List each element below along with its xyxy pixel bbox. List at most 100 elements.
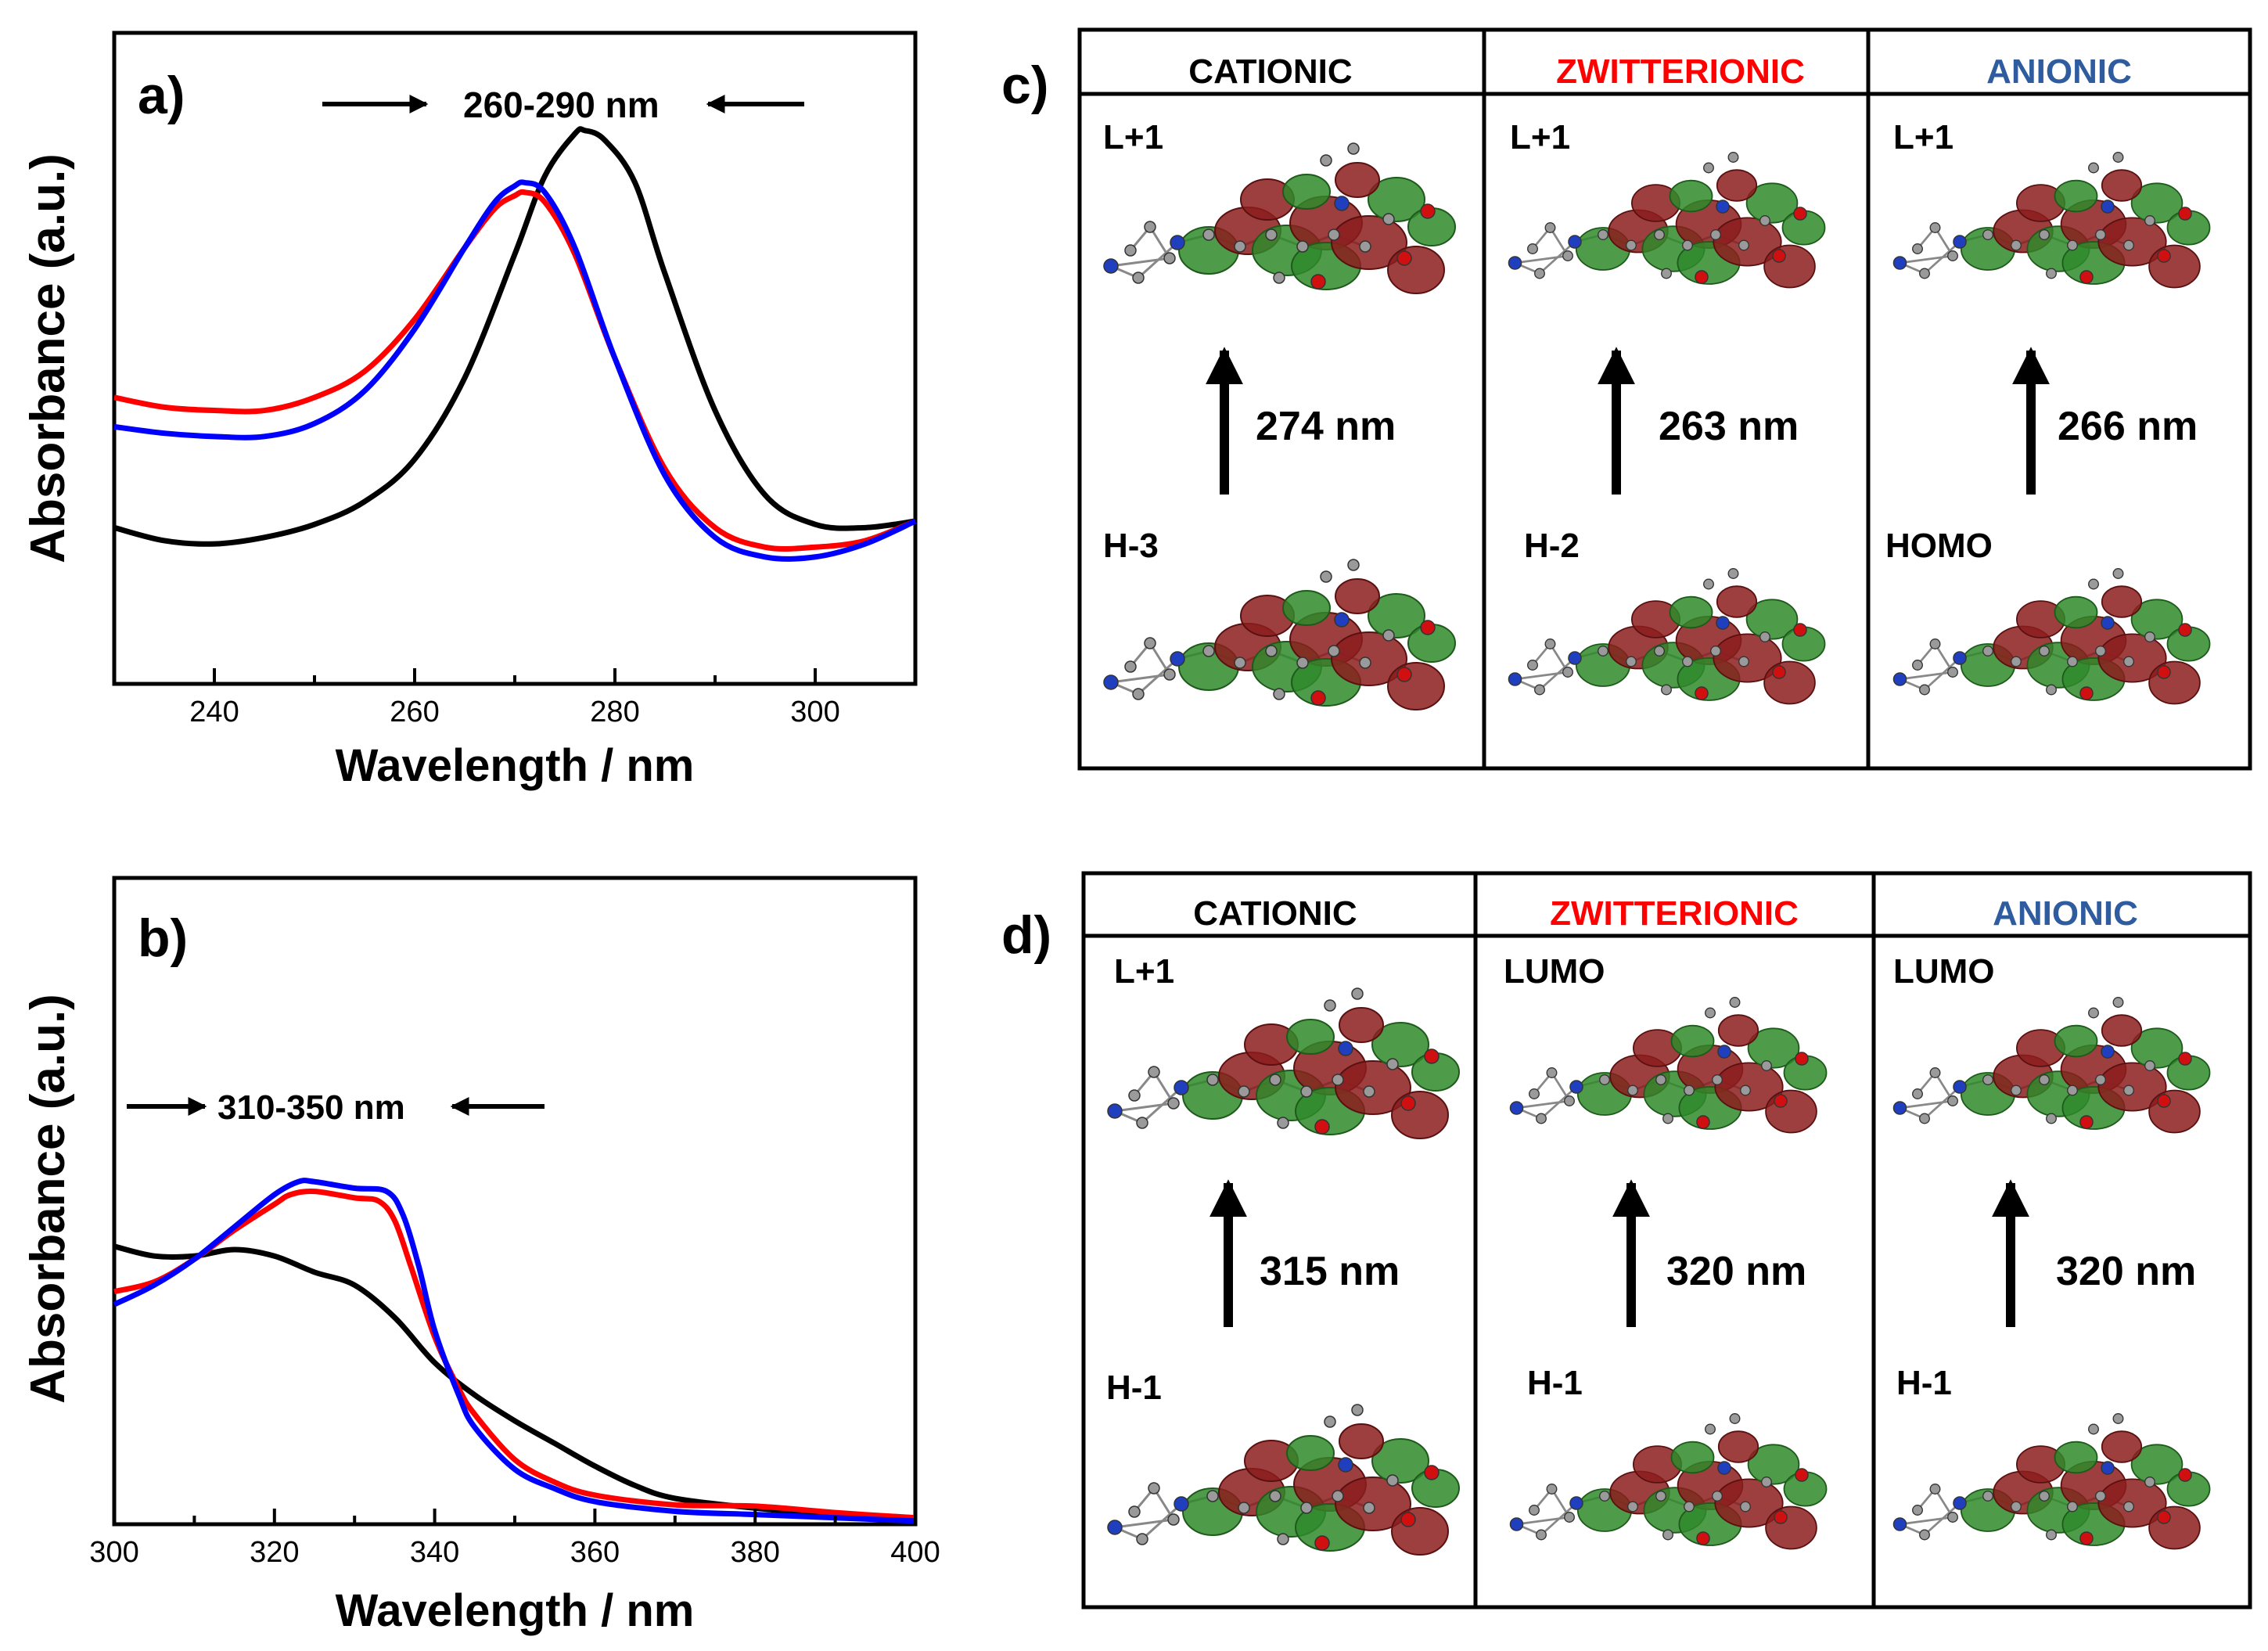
atom (1107, 1520, 1123, 1535)
atom (2144, 1060, 2155, 1071)
atom (1420, 620, 1436, 635)
atom (2095, 229, 2106, 240)
atom (2144, 215, 2155, 226)
atom (1772, 665, 1786, 679)
atom (1729, 1413, 1741, 1424)
atom (1170, 651, 1185, 667)
series-line-red (113, 1188, 916, 1521)
orbital-lobe (1368, 177, 1425, 222)
bond (1900, 1099, 1953, 1110)
atom (2157, 249, 2171, 263)
orbital-lobe (1391, 1091, 1449, 1139)
atom (1347, 142, 1360, 155)
atom (1682, 239, 1693, 251)
table-frame (1077, 27, 2252, 771)
panel-label: a) (138, 66, 185, 125)
atom (1300, 1502, 1313, 1514)
atom (1529, 1088, 1540, 1099)
atom (1953, 651, 1967, 665)
atom (1717, 1461, 1731, 1475)
atom (2178, 623, 2192, 637)
atom (1509, 1517, 1524, 1531)
atom (1793, 207, 1807, 221)
plot-frame (112, 876, 918, 1527)
transition-wavelength: 320 nm (1666, 1249, 1806, 1294)
orbital-lobe (1763, 660, 1816, 705)
atom (1727, 568, 1739, 579)
atom (1919, 1113, 1930, 1124)
atom (2144, 631, 2155, 642)
atom (2101, 1461, 2115, 1475)
atom (1599, 1491, 1610, 1502)
orbital-lobe (1765, 1505, 1817, 1550)
range-label: 310-350 nm (217, 1088, 405, 1127)
atom (1912, 1088, 1923, 1099)
orbital-lobe (1717, 1014, 1759, 1047)
atom (1562, 250, 1573, 261)
y-axis-label: Absorbance (a.u.) (21, 153, 75, 563)
x-tick-label: 280 (590, 696, 639, 728)
atom (2178, 1468, 2192, 1482)
bond (1924, 1085, 1961, 1120)
atom (2046, 1529, 2057, 1541)
atom (1534, 684, 1545, 696)
x-tick-label: 300 (89, 1536, 138, 1569)
atom (1759, 631, 1770, 642)
orbital-lobe (2101, 1014, 2143, 1047)
orbital-label: L+1 (1114, 952, 1174, 991)
bond (1900, 671, 1953, 681)
atom (1912, 660, 1923, 671)
atom (2101, 200, 2115, 214)
atom (1320, 154, 1332, 167)
atom (1144, 637, 1156, 649)
atom (1695, 686, 1709, 700)
atom (1761, 1477, 1772, 1487)
atom (1396, 667, 1412, 682)
panel-d: d) CATIONIC ZWITTERIONIC ANIONIC L+1 LUM… (1001, 871, 2252, 1610)
orbital-lobe (1339, 1423, 1384, 1459)
atom (2157, 1510, 2171, 1524)
atom (2144, 1477, 2155, 1487)
panel-label: b) (138, 908, 188, 968)
atom (1269, 1074, 1281, 1086)
atom (1682, 656, 1693, 667)
atom (2046, 268, 2057, 279)
atom (1774, 1510, 1788, 1524)
molecular-orbital-icon (1107, 1404, 1460, 1556)
atom (1947, 250, 1958, 261)
bond (1540, 1502, 1577, 1536)
atom (1363, 1085, 1375, 1098)
atom (1103, 674, 1119, 690)
atom (1544, 638, 1556, 649)
atom (1328, 645, 1340, 657)
atom (1953, 1080, 1967, 1094)
atom (2011, 1084, 2022, 1096)
series-layer (113, 1178, 916, 1524)
atom (2095, 1074, 2106, 1085)
orbital-lobe (2148, 660, 2201, 705)
atom (1712, 1491, 1723, 1502)
atom (2123, 239, 2134, 251)
atom (1738, 656, 1749, 667)
atom (1234, 656, 1246, 669)
atom (1982, 1074, 1993, 1085)
bond (1141, 1086, 1183, 1124)
atom (2178, 1052, 2192, 1066)
atom (1569, 1496, 1583, 1510)
bond (1539, 240, 1576, 275)
atom (1359, 656, 1371, 669)
orbital-lobe (1282, 590, 1331, 626)
atom (1953, 235, 1967, 249)
atom (1536, 1529, 1547, 1541)
atom (1206, 1490, 1219, 1502)
atom (1351, 987, 1364, 1000)
orbital-lobe (1670, 1441, 1715, 1474)
orbital-lobe (1387, 662, 1445, 710)
orbital-label: H-1 (1896, 1364, 1952, 1402)
bond (1110, 257, 1170, 268)
orbital-label: HOMO (1885, 527, 1993, 565)
range-annotation: 260-290 nm (322, 85, 804, 125)
atom (1277, 1117, 1289, 1129)
bond (1515, 671, 1569, 681)
orbital-lobe (1745, 182, 1799, 224)
